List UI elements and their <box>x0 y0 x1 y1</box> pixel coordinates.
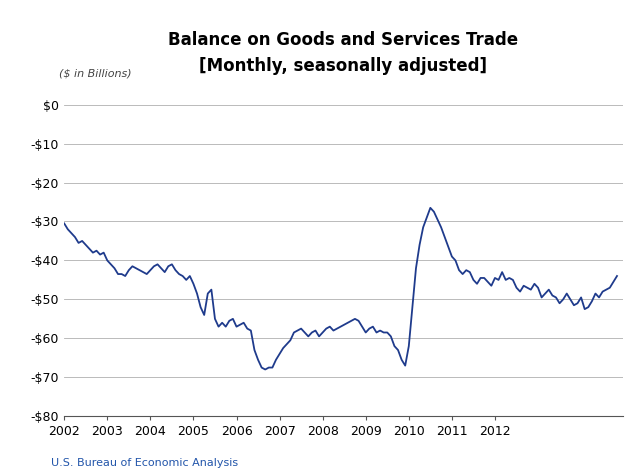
Text: ($ in Billions): ($ in Billions) <box>58 69 131 79</box>
Text: U.S. Bureau of Economic Analysis: U.S. Bureau of Economic Analysis <box>51 458 238 468</box>
Title: Balance on Goods and Services Trade
[Monthly, seasonally adjusted]: Balance on Goods and Services Trade [Mon… <box>168 31 519 75</box>
